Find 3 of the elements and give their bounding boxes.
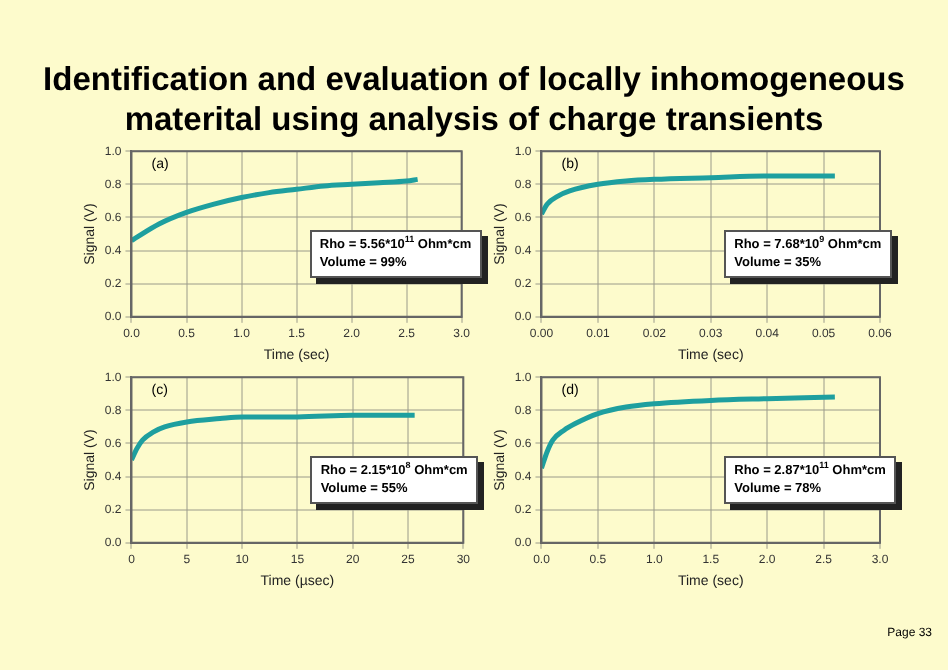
line-series bbox=[541, 173, 838, 217]
line-series bbox=[131, 412, 418, 463]
chart-title: Identification and evaluation of locally inhomogeneous materital using analysis of charge transients bbox=[41, 60, 907, 140]
